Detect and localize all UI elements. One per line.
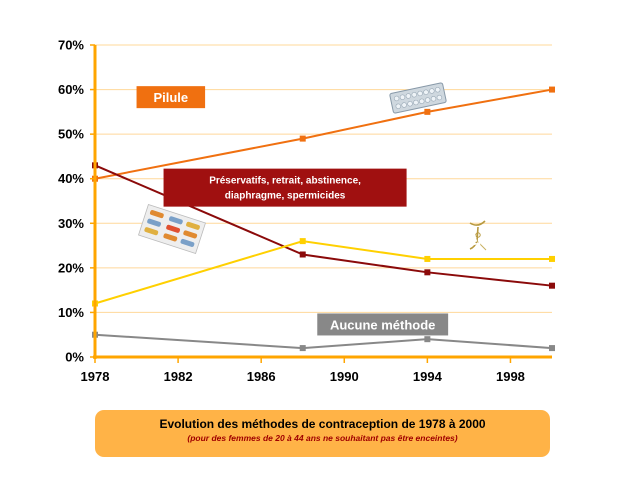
axes: 0% 10% 20% 30% 40% 50% 60% 70% 1978 1982 1986 1990 1… <box>58 38 552 384</box>
y-tick-label: 10% <box>58 305 84 320</box>
series-label-text: Préservatifs, retrait, abstinence, <box>209 176 361 187</box>
chart-area: 0% 10% 20% 30% 40% 50% 60% 70% 1978 1982 1986 1990 1… <box>58 38 555 384</box>
data-point <box>549 345 555 352</box>
x-tick-label: 1982 <box>164 369 193 384</box>
data-point <box>299 135 306 142</box>
data-point <box>424 269 431 276</box>
data-point <box>549 255 555 262</box>
data-point <box>424 108 431 115</box>
series-label-box <box>163 168 407 207</box>
series-label-text: diaphragme, spermicides <box>225 191 346 202</box>
data-point <box>299 251 306 258</box>
x-tick-label: 1978 <box>81 369 110 384</box>
x-tick-label: 1998 <box>496 369 525 384</box>
series-line <box>94 164 553 287</box>
chart-caption: Evolution des méthodes de contraception … <box>95 410 550 457</box>
series-label-text: Stérilet <box>457 233 502 248</box>
data-point <box>299 238 306 245</box>
series-lines <box>92 86 555 352</box>
pill-pack-icon <box>389 82 447 114</box>
data-point <box>549 86 555 93</box>
series-label-text: Pilule <box>153 90 188 105</box>
x-tick-label: 1994 <box>413 369 443 384</box>
y-tick-label: 0% <box>65 350 84 365</box>
series-line <box>94 88 553 180</box>
iud-icon <box>469 220 487 251</box>
data-point <box>424 255 431 262</box>
y-tick-label: 40% <box>58 171 84 186</box>
series-line <box>94 333 553 350</box>
series-labels: Pilule Préservatifs, retrait, abstinence,… <box>136 86 502 336</box>
illustrations <box>138 82 487 254</box>
data-point <box>299 345 306 352</box>
y-tick-label: 30% <box>58 216 84 231</box>
x-tick-label: 1990 <box>330 369 359 384</box>
data-point <box>424 336 431 343</box>
y-tick-label: 60% <box>58 82 84 97</box>
y-tick-label: 50% <box>58 127 84 142</box>
series-line <box>94 240 552 305</box>
chart-subtitle: (pour des femmes de 20 à 44 ans ne souha… <box>187 433 458 443</box>
data-point <box>549 282 555 289</box>
series-label-text: Aucune méthode <box>330 317 435 332</box>
series-label-box <box>317 313 449 336</box>
chart-title: Evolution des méthodes de contraception … <box>159 417 486 431</box>
contraceptive-packets-icon <box>138 204 206 254</box>
y-tick-label: 70% <box>58 38 84 53</box>
x-tick-label: 1986 <box>247 369 276 384</box>
y-tick-label: 20% <box>58 260 84 275</box>
series-label-box <box>136 86 206 109</box>
